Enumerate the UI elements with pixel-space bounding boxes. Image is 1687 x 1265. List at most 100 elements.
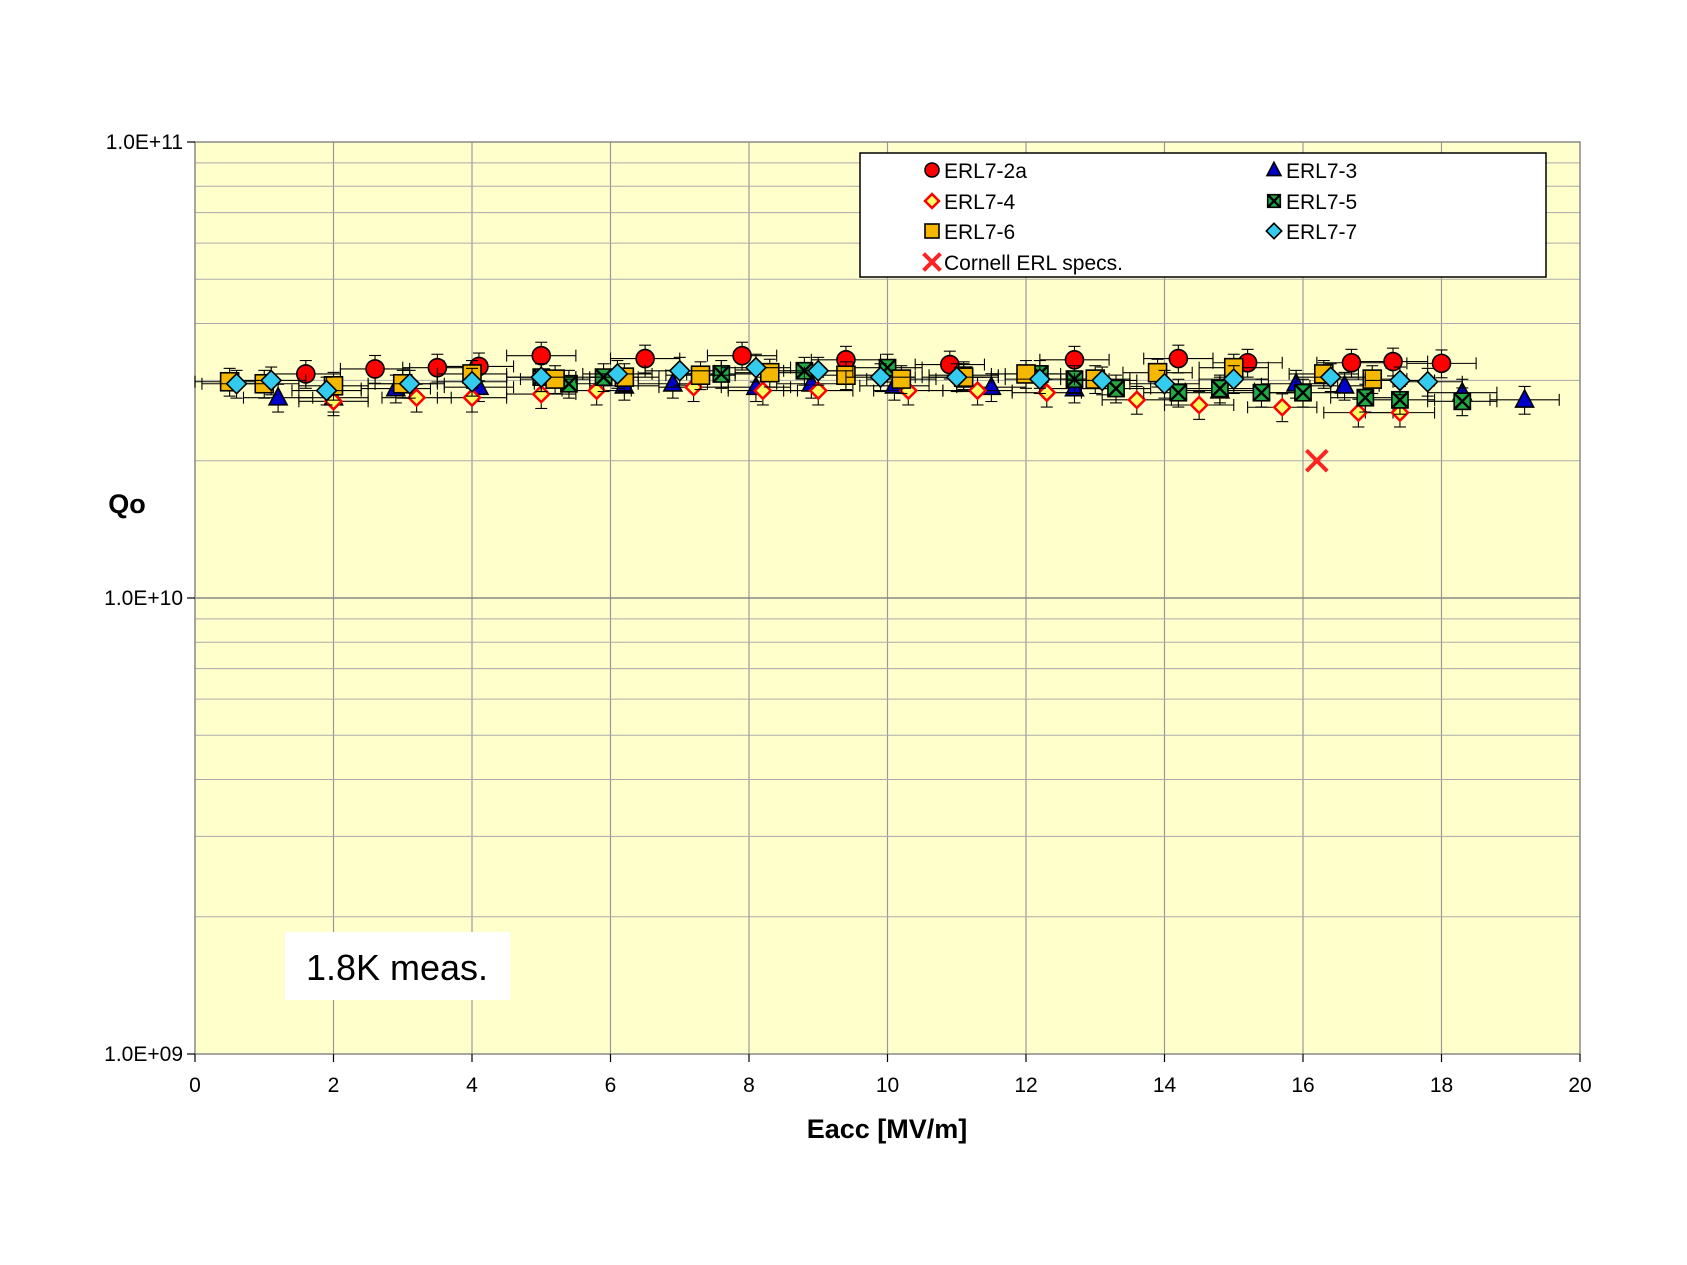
legend-label: ERL7-3 <box>1286 160 1357 183</box>
data-point <box>1362 369 1383 389</box>
legend-item: ERL7-7 <box>1265 221 1357 244</box>
legend-label: ERL7-6 <box>944 221 1015 244</box>
data-point <box>668 359 691 382</box>
data-point <box>606 362 629 385</box>
series-erl7-7 <box>201 353 1463 406</box>
annotation-text: 1.8K meas. <box>306 947 488 988</box>
data-point <box>690 365 711 386</box>
annotation-background <box>285 932 510 1000</box>
legend-marker <box>922 252 942 272</box>
data-point <box>1272 397 1292 418</box>
legend-marker <box>923 192 941 210</box>
data-point <box>1319 366 1342 389</box>
x-tick-label: 10 <box>876 1074 899 1097</box>
data-point <box>1091 369 1114 392</box>
data-point <box>1168 348 1189 369</box>
data-point <box>1169 383 1188 402</box>
data-point <box>1356 388 1375 407</box>
data-point <box>531 345 552 366</box>
y-tick-label: 1.0E+09 <box>104 1043 183 1066</box>
data-point <box>1127 390 1147 410</box>
data-point <box>891 369 912 389</box>
x-tick-label: 12 <box>1014 1074 1037 1097</box>
legend-item: ERL7-5 <box>1266 191 1357 214</box>
legend-marker <box>1266 193 1282 209</box>
data-point <box>1334 374 1355 394</box>
data-point <box>732 345 752 366</box>
data-point <box>1107 379 1125 398</box>
data-point <box>807 359 830 382</box>
legend-marker <box>924 162 940 178</box>
data-point <box>1305 448 1329 473</box>
data-point <box>1431 353 1452 374</box>
data-point <box>398 372 421 395</box>
legend-item: ERL7-3 <box>1265 160 1357 183</box>
x-tick-label: 8 <box>743 1074 755 1097</box>
legend-marker <box>1265 160 1283 177</box>
legend-item: Cornell ERL specs. <box>922 252 1123 275</box>
legend: ERL7-2a ERL7-3 ERL7-4 ERL7-5 ERL7-6 ERL7-7 Cor… <box>859 152 1547 278</box>
data-point <box>225 372 248 395</box>
data-point <box>1189 395 1209 415</box>
data-point <box>315 379 338 402</box>
x-tick-label: 4 <box>466 1074 478 1097</box>
legend-label: Cornell ERL specs. <box>944 252 1123 275</box>
data-point <box>462 387 482 408</box>
data-point <box>1210 379 1229 398</box>
data-points <box>194 341 1560 473</box>
x-axis-title: Eacc [MV/m] <box>807 1114 968 1144</box>
y-axis-title: Qo <box>108 489 146 519</box>
legend-label: ERL7-4 <box>944 191 1016 214</box>
x-tick-label: 14 <box>1153 1074 1177 1097</box>
annotation-box: 1.8K meas. <box>285 932 510 1000</box>
data-point <box>1348 402 1369 423</box>
legend-item: ERL7-2a <box>924 160 1027 183</box>
data-point <box>869 366 892 389</box>
grid-lines <box>195 142 1580 1054</box>
x-tick-label: 18 <box>1430 1074 1453 1097</box>
x-tick-label: 2 <box>328 1074 340 1097</box>
legend-item: ERL7-6 <box>924 221 1015 244</box>
data-point <box>1252 383 1271 402</box>
data-point <box>267 386 289 406</box>
data-point <box>1028 368 1051 391</box>
x-tick-label: 20 <box>1568 1074 1591 1097</box>
data-point <box>808 380 829 401</box>
data-point <box>460 370 484 393</box>
data-point <box>1153 372 1176 395</box>
axes <box>187 141 1581 1062</box>
legend-marker <box>1265 222 1283 240</box>
x-tick-label: 16 <box>1291 1074 1314 1097</box>
data-point <box>530 366 553 389</box>
data-point <box>1416 370 1439 393</box>
legend-label: ERL7-2a <box>944 160 1027 183</box>
y-tick-labels: 1.0E+09 1.0E+10 1.0E+11 <box>104 131 183 1066</box>
y-tick-label: 1.0E+11 <box>106 131 183 154</box>
legend-marker <box>924 223 940 239</box>
data-point <box>744 356 767 379</box>
legend-label: ERL7-5 <box>1286 191 1357 214</box>
legend-item: ERL7-4 <box>923 191 1016 214</box>
data-point <box>1341 352 1362 373</box>
legend-box <box>859 152 1547 278</box>
data-point <box>1383 351 1403 372</box>
data-point <box>365 359 385 379</box>
data-point <box>1294 383 1312 402</box>
x-tick-label: 6 <box>605 1074 617 1097</box>
data-point <box>967 380 988 401</box>
data-point <box>1222 368 1245 391</box>
legend-label: ERL7-7 <box>1286 221 1357 244</box>
x-tick-labels: 0 2 4 6 8 10 12 14 16 18 20 <box>189 1074 1592 1097</box>
data-point <box>945 366 968 389</box>
data-point <box>1514 388 1535 408</box>
data-point <box>1388 369 1411 392</box>
y-tick-label: 1.0E+10 <box>104 587 183 610</box>
data-point <box>260 369 283 392</box>
x-tick-label: 0 <box>189 1074 201 1097</box>
data-point <box>586 380 607 401</box>
series-cornell-erl-specs <box>1305 448 1329 473</box>
legend-items: ERL7-2a ERL7-3 ERL7-4 ERL7-5 ERL7-6 ERL7-7 Cor… <box>922 160 1357 275</box>
data-point <box>406 387 427 408</box>
data-point <box>1453 392 1472 411</box>
